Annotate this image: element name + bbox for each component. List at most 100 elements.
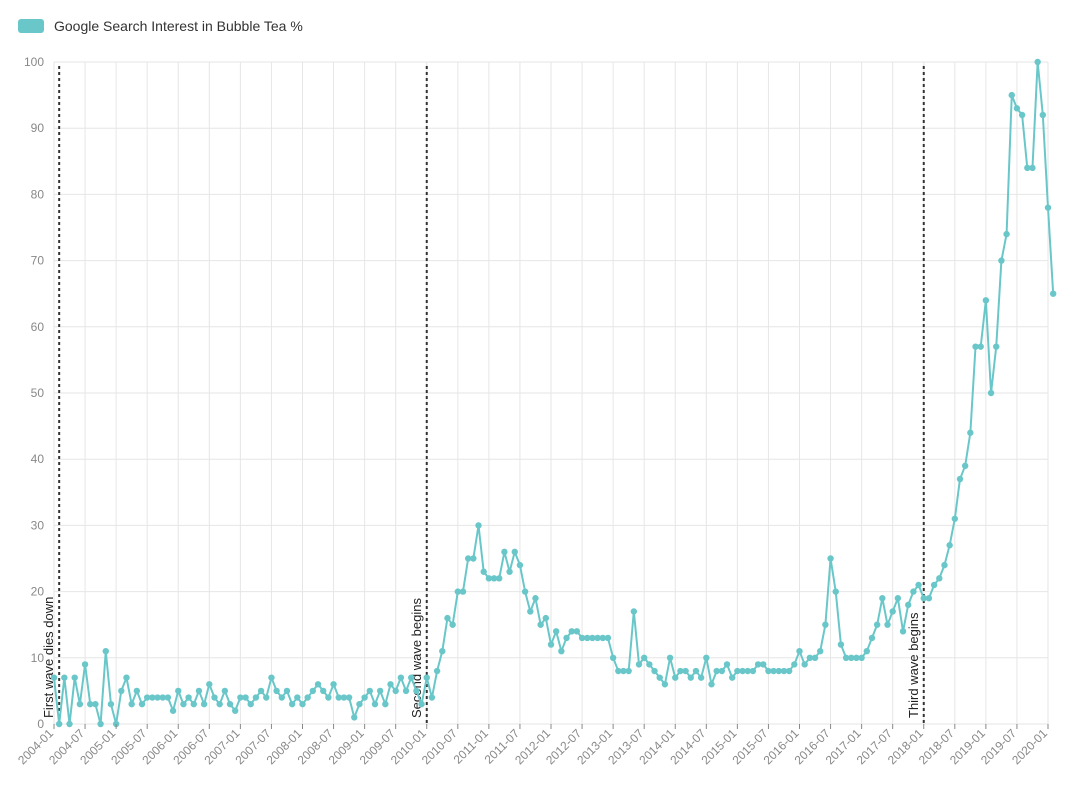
data-point [51, 674, 57, 680]
data-point [952, 516, 958, 522]
x-tick-label: 2020-01 [1009, 726, 1050, 767]
data-point [444, 615, 450, 621]
data-point [227, 701, 233, 707]
data-point [895, 595, 901, 601]
data-point [858, 655, 864, 661]
data-point [242, 694, 248, 700]
data-point [672, 674, 678, 680]
data-point [284, 688, 290, 694]
data-point [610, 655, 616, 661]
data-point [900, 628, 906, 634]
data-point [392, 688, 398, 694]
data-point [719, 668, 725, 674]
data-point [1045, 204, 1051, 210]
y-tick-label: 20 [31, 585, 45, 599]
data-point [537, 622, 543, 628]
data-point [977, 343, 983, 349]
data-point [708, 681, 714, 687]
data-point [1014, 105, 1020, 111]
data-point [320, 688, 326, 694]
data-point [139, 701, 145, 707]
chart-legend: Google Search Interest in Bubble Tea % [18, 18, 303, 34]
data-point [211, 694, 217, 700]
data-point [279, 694, 285, 700]
data-point [367, 688, 373, 694]
data-point [480, 569, 486, 575]
data-point [289, 701, 295, 707]
data-point [760, 661, 766, 667]
data-point [439, 648, 445, 654]
y-tick-label: 40 [31, 452, 45, 466]
data-point [631, 608, 637, 614]
y-tick-label: 90 [31, 121, 45, 135]
data-point [413, 688, 419, 694]
data-point [1009, 92, 1015, 98]
data-point [372, 701, 378, 707]
data-point [273, 688, 279, 694]
data-point [351, 714, 357, 720]
data-point [936, 575, 942, 581]
data-point [315, 681, 321, 687]
data-point [434, 668, 440, 674]
legend-label: Google Search Interest in Bubble Tea % [54, 18, 303, 34]
x-axis: 2004-012004-072005-012005-072006-012006-… [15, 724, 1050, 767]
data-point [248, 701, 254, 707]
data-point [553, 628, 559, 634]
data-point [662, 681, 668, 687]
data-point [398, 674, 404, 680]
data-point [889, 608, 895, 614]
data-point [651, 668, 657, 674]
data-point [864, 648, 870, 654]
data-point [470, 555, 476, 561]
data-point [988, 390, 994, 396]
y-tick-label: 70 [31, 254, 45, 268]
data-point [206, 681, 212, 687]
data-point [532, 595, 538, 601]
data-point [222, 688, 228, 694]
data-point [175, 688, 181, 694]
data-point [688, 674, 694, 680]
data-point [180, 701, 186, 707]
data-point [429, 694, 435, 700]
data-point [1050, 291, 1056, 297]
data-point [698, 674, 704, 680]
data-point [346, 694, 352, 700]
data-point [299, 701, 305, 707]
data-point [61, 674, 67, 680]
data-point [361, 694, 367, 700]
data-point [108, 701, 114, 707]
data-point [812, 655, 818, 661]
data-point [506, 569, 512, 575]
data-point [957, 476, 963, 482]
data-point [983, 297, 989, 303]
y-tick-label: 60 [31, 320, 45, 334]
data-point [196, 688, 202, 694]
data-point [657, 674, 663, 680]
data-point [408, 674, 414, 680]
data-point [512, 549, 518, 555]
data-point [118, 688, 124, 694]
data-point [884, 622, 890, 628]
data-point [786, 668, 792, 674]
data-point [522, 588, 528, 594]
data-point [258, 688, 264, 694]
legend-swatch [18, 19, 44, 33]
data-point [833, 588, 839, 594]
data-point [796, 648, 802, 654]
y-tick-label: 100 [24, 55, 44, 69]
data-point [72, 674, 78, 680]
data-point [1003, 231, 1009, 237]
data-point [475, 522, 481, 528]
data-point [527, 608, 533, 614]
data-point [77, 701, 83, 707]
data-point [424, 674, 430, 680]
data-point [838, 641, 844, 647]
data-point [1034, 59, 1040, 65]
data-point [998, 257, 1004, 263]
data-point [356, 701, 362, 707]
data-point [1040, 112, 1046, 118]
data-point [97, 721, 103, 727]
data-point [915, 582, 921, 588]
y-tick-label: 50 [31, 386, 45, 400]
data-point [625, 668, 631, 674]
